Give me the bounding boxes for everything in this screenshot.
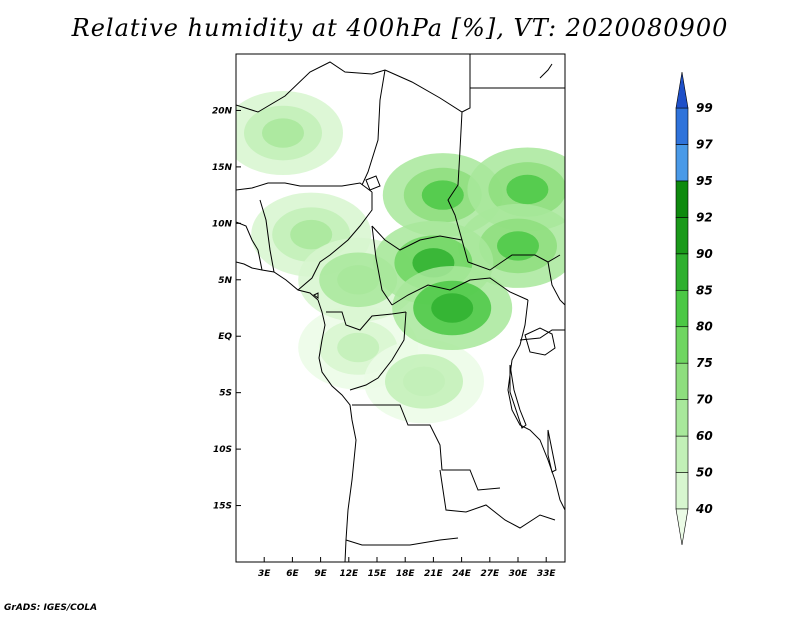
lake-malawi [547,429,557,473]
map-frame [235,53,566,563]
grads-credit: GrADS: IGES/COLA [4,603,98,613]
colorbar-label: 85 [696,283,713,297]
border-uganda-tanzania [519,329,565,341]
border-mozambique [554,479,565,511]
y-axis: 20N 15N 10N 5N EQ 5S 10S 15S [212,106,241,512]
border-sudan-ssudan [467,254,561,271]
border-niger-south [236,182,373,193]
colorbar-label: 50 [696,466,713,480]
lake-tanganyika [509,364,527,429]
x-tick-label: 21E [424,569,444,579]
border-algeria-niger [361,69,386,186]
colorbar-segment [675,326,689,364]
colorbar: 40 50 60 70 75 80 85 90 92 95 97 99 [675,71,713,546]
border-drc-angola [352,404,501,491]
colorbar-label: 80 [696,320,713,334]
colorbar-segment [675,107,689,145]
x-tick-label: 33E [537,569,557,579]
humidity-region-6 [506,174,549,205]
colorbar-segment [675,289,689,328]
border-nigeria-cameroon [297,192,373,291]
y-tick-label: EQ [218,332,232,342]
chart-title: Relative humidity at 400hPa [%], VT: 202… [71,14,729,42]
y-tick-label: 20N [212,106,233,116]
border-chad-car [371,225,463,251]
humidity-region-3 [262,118,304,148]
colorbar-label: 97 [696,137,713,151]
border-car-drc [391,277,529,306]
humidity-field [236,54,565,562]
border-ssudan-east [547,261,565,306]
border-zambia [439,469,556,529]
x-tick-label: 3E [258,569,271,579]
colorbar-segment [675,362,689,400]
x-tick-label: 27E [480,569,500,579]
y-tick-label: 10S [213,445,232,455]
colorbar-label: 99 [696,101,713,115]
colorbar-segment [675,435,689,473]
humidity-shading [236,91,565,424]
colorbar-upper-triangle [675,71,689,109]
x-tick-label: 24E [452,569,472,579]
x-tick-label: 18E [396,569,416,579]
humidity-region-0 [337,332,380,363]
border-benin [259,199,275,273]
x-tick-label: 9E [314,569,327,579]
border-cameroon-car [371,225,393,306]
border-congo-gabon [326,311,407,331]
colorbar-segment [675,399,689,437]
border-burkina-ghana [236,221,263,271]
humidity-region-4 [337,265,380,295]
colorbar-lower-triangle [675,508,689,546]
humidity-region-9 [431,293,474,323]
colorbar-label: 90 [696,247,713,261]
colorbar-segment [675,253,689,291]
border-angola-namibia [345,537,459,546]
x-tick-label: 30E [509,569,529,579]
x-axis: 3E 6E 9E 12E 15E 18E 21E 24E 27E 30E 33E [258,557,556,579]
border-mali-niger [236,61,386,113]
colorbar-segment [675,472,689,510]
colorbar-segment [675,217,689,255]
border-drc-east [507,299,556,481]
x-tick-label: 15E [368,569,388,579]
humidity-region-5 [421,180,464,210]
y-tick-label: 15N [212,163,233,173]
y-tick-label: 5S [219,389,232,399]
x-tick-label: 6E [286,569,299,579]
colorbar-label: 92 [696,210,713,224]
border-congo-drc [349,311,407,391]
y-tick-label: 15S [213,502,232,512]
coastline-west-africa [236,261,357,562]
colorbar-label: 75 [696,356,713,370]
y-tick-label: 10N [212,219,233,229]
y-tick-label: 5N [218,276,232,286]
humidity-region-1 [403,366,445,397]
colorbar-label: 95 [696,174,713,188]
humidity-region-7 [497,231,539,261]
x-tick-label: 12E [339,569,359,579]
lake-victoria [524,327,556,356]
lake-chad [365,175,381,191]
country-borders [236,54,565,562]
border-libya-chad [384,54,471,113]
colorbar-segment [675,180,689,218]
red-sea-coast [539,63,553,79]
humidity-region-2 [290,219,333,250]
colorbar-segment [675,144,689,182]
colorbar-label: 60 [696,429,713,443]
colorbar-label: 40 [695,502,713,516]
island-bioko [313,292,319,299]
colorbar-label: 70 [696,393,713,407]
